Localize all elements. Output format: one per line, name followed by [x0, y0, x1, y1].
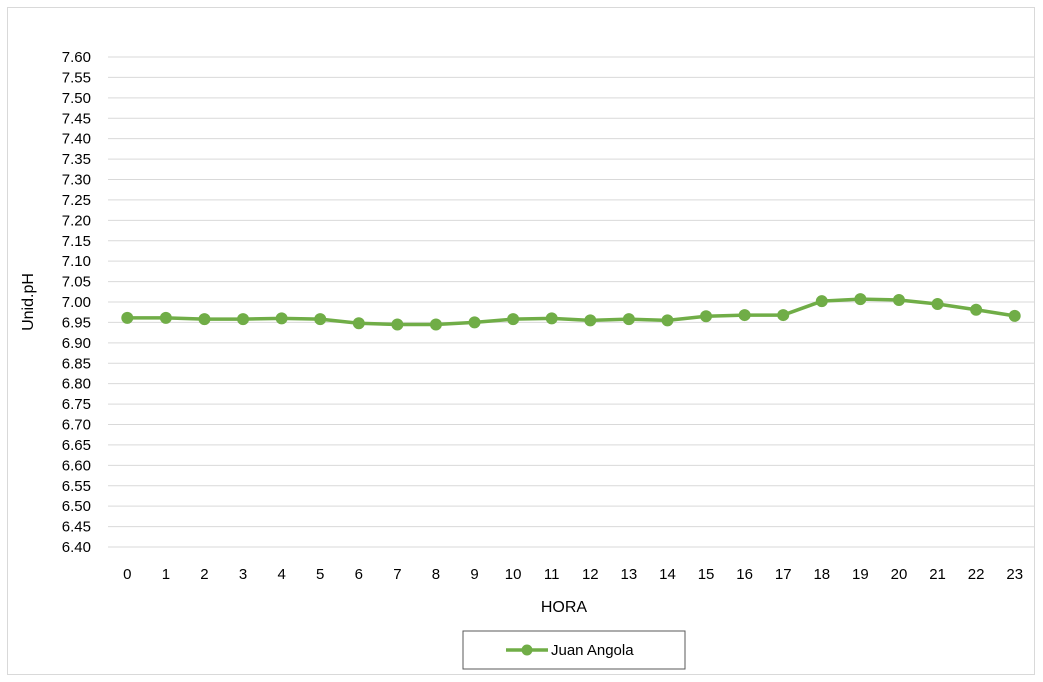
x-tick-label: 20 — [891, 566, 908, 583]
chart-frame: 7.60 7.55 7.50 7.45 7.40 7.35 7.30 7.25 7.20 7.15… — [7, 7, 1035, 675]
data-point — [237, 313, 250, 326]
y-tick-label: 6.60 — [62, 457, 91, 474]
y-tick-label: 6.85 — [62, 355, 91, 372]
data-point — [507, 313, 520, 326]
data-point — [892, 293, 905, 306]
x-tick-label: 8 — [432, 566, 440, 583]
x-tick-label: 7 — [393, 566, 401, 583]
line-chart: 7.60 7.55 7.50 7.45 7.40 7.35 7.30 7.25 7.20 7.15… — [20, 49, 1034, 670]
data-point — [391, 318, 404, 331]
data-point — [352, 317, 365, 330]
y-axis-tick-labels: 7.60 7.55 7.50 7.45 7.40 7.35 7.30 7.25 7.20 7.15… — [62, 49, 91, 556]
x-tick-label: 21 — [929, 566, 946, 583]
data-point — [468, 316, 481, 329]
x-tick-label: 19 — [852, 566, 869, 583]
x-tick-label: 0 — [123, 566, 131, 583]
x-tick-label: 11 — [544, 566, 560, 583]
y-tick-label: 7.40 — [62, 131, 91, 148]
data-point — [970, 303, 983, 316]
x-tick-label: 17 — [775, 566, 792, 583]
y-tick-label: 7.55 — [62, 69, 91, 86]
data-point — [854, 293, 867, 306]
x-tick-label: 1 — [162, 566, 170, 583]
y-tick-label: 7.60 — [62, 49, 91, 66]
y-tick-label: 7.00 — [62, 294, 91, 311]
x-axis-tick-labels: 0 1 2 3 4 5 6 7 8 9 10 11 12 13 14 15 16 17 18 19 20 21 22 23 — [123, 566, 1023, 583]
y-tick-label: 7.30 — [62, 172, 91, 189]
data-point — [700, 310, 713, 323]
legend-series-marker — [521, 644, 533, 656]
y-tick-label: 6.80 — [62, 376, 91, 393]
y-tick-label: 7.25 — [62, 192, 91, 209]
y-tick-label: 7.20 — [62, 212, 91, 229]
x-tick-label: 4 — [277, 566, 285, 583]
data-point — [622, 313, 635, 326]
data-point — [1008, 309, 1021, 322]
y-tick-label: 6.40 — [62, 539, 91, 556]
x-tick-label: 16 — [736, 566, 753, 583]
y-tick-label: 7.15 — [62, 233, 91, 250]
legend-series-label: Juan Angola — [551, 642, 634, 659]
x-tick-label: 15 — [698, 566, 715, 583]
x-tick-label: 22 — [968, 566, 985, 583]
data-point — [275, 312, 288, 325]
x-tick-label: 6 — [355, 566, 363, 583]
y-tick-label: 6.55 — [62, 478, 91, 495]
x-tick-label: 23 — [1006, 566, 1023, 583]
y-tick-label: 6.95 — [62, 314, 91, 331]
data-point — [159, 311, 172, 324]
x-tick-label: 12 — [582, 566, 599, 583]
y-tick-label: 7.45 — [62, 110, 91, 127]
data-point — [815, 295, 828, 308]
data-point — [429, 318, 442, 331]
data-point — [545, 312, 558, 325]
data-point — [661, 314, 674, 327]
series-layer — [121, 293, 1021, 331]
data-point — [121, 311, 134, 324]
y-tick-label: 6.70 — [62, 417, 91, 434]
data-point — [584, 314, 597, 327]
legend-box — [462, 630, 686, 670]
series-line — [127, 297, 1015, 327]
data-point — [931, 298, 944, 311]
x-tick-label: 3 — [239, 566, 247, 583]
x-tick-label: 10 — [505, 566, 522, 583]
x-tick-label: 18 — [813, 566, 830, 583]
data-point — [314, 313, 327, 326]
x-tick-label: 13 — [621, 566, 638, 583]
gridlines — [108, 56, 1034, 528]
x-tick-label: 9 — [470, 566, 478, 583]
y-tick-label: 6.45 — [62, 519, 91, 536]
y-tick-label: 7.35 — [62, 151, 91, 168]
x-tick-label: 5 — [316, 566, 324, 583]
y-tick-label: 6.50 — [62, 498, 91, 515]
x-tick-label: 14 — [659, 566, 676, 583]
y-tick-label: 7.10 — [62, 253, 91, 270]
y-tick-label: 6.65 — [62, 437, 91, 454]
y-tick-label: 7.50 — [62, 90, 91, 107]
y-tick-label: 6.75 — [62, 396, 91, 413]
y-tick-label: 6.90 — [62, 335, 91, 352]
data-point — [777, 309, 790, 322]
data-point — [738, 309, 751, 322]
x-tick-label: 2 — [200, 566, 208, 583]
y-axis-title: Unid.pH — [20, 273, 37, 331]
data-point — [198, 313, 211, 326]
legend: Juan Angola — [462, 630, 686, 670]
y-tick-label: 7.05 — [62, 274, 91, 291]
x-axis-title: HORA — [541, 599, 588, 616]
